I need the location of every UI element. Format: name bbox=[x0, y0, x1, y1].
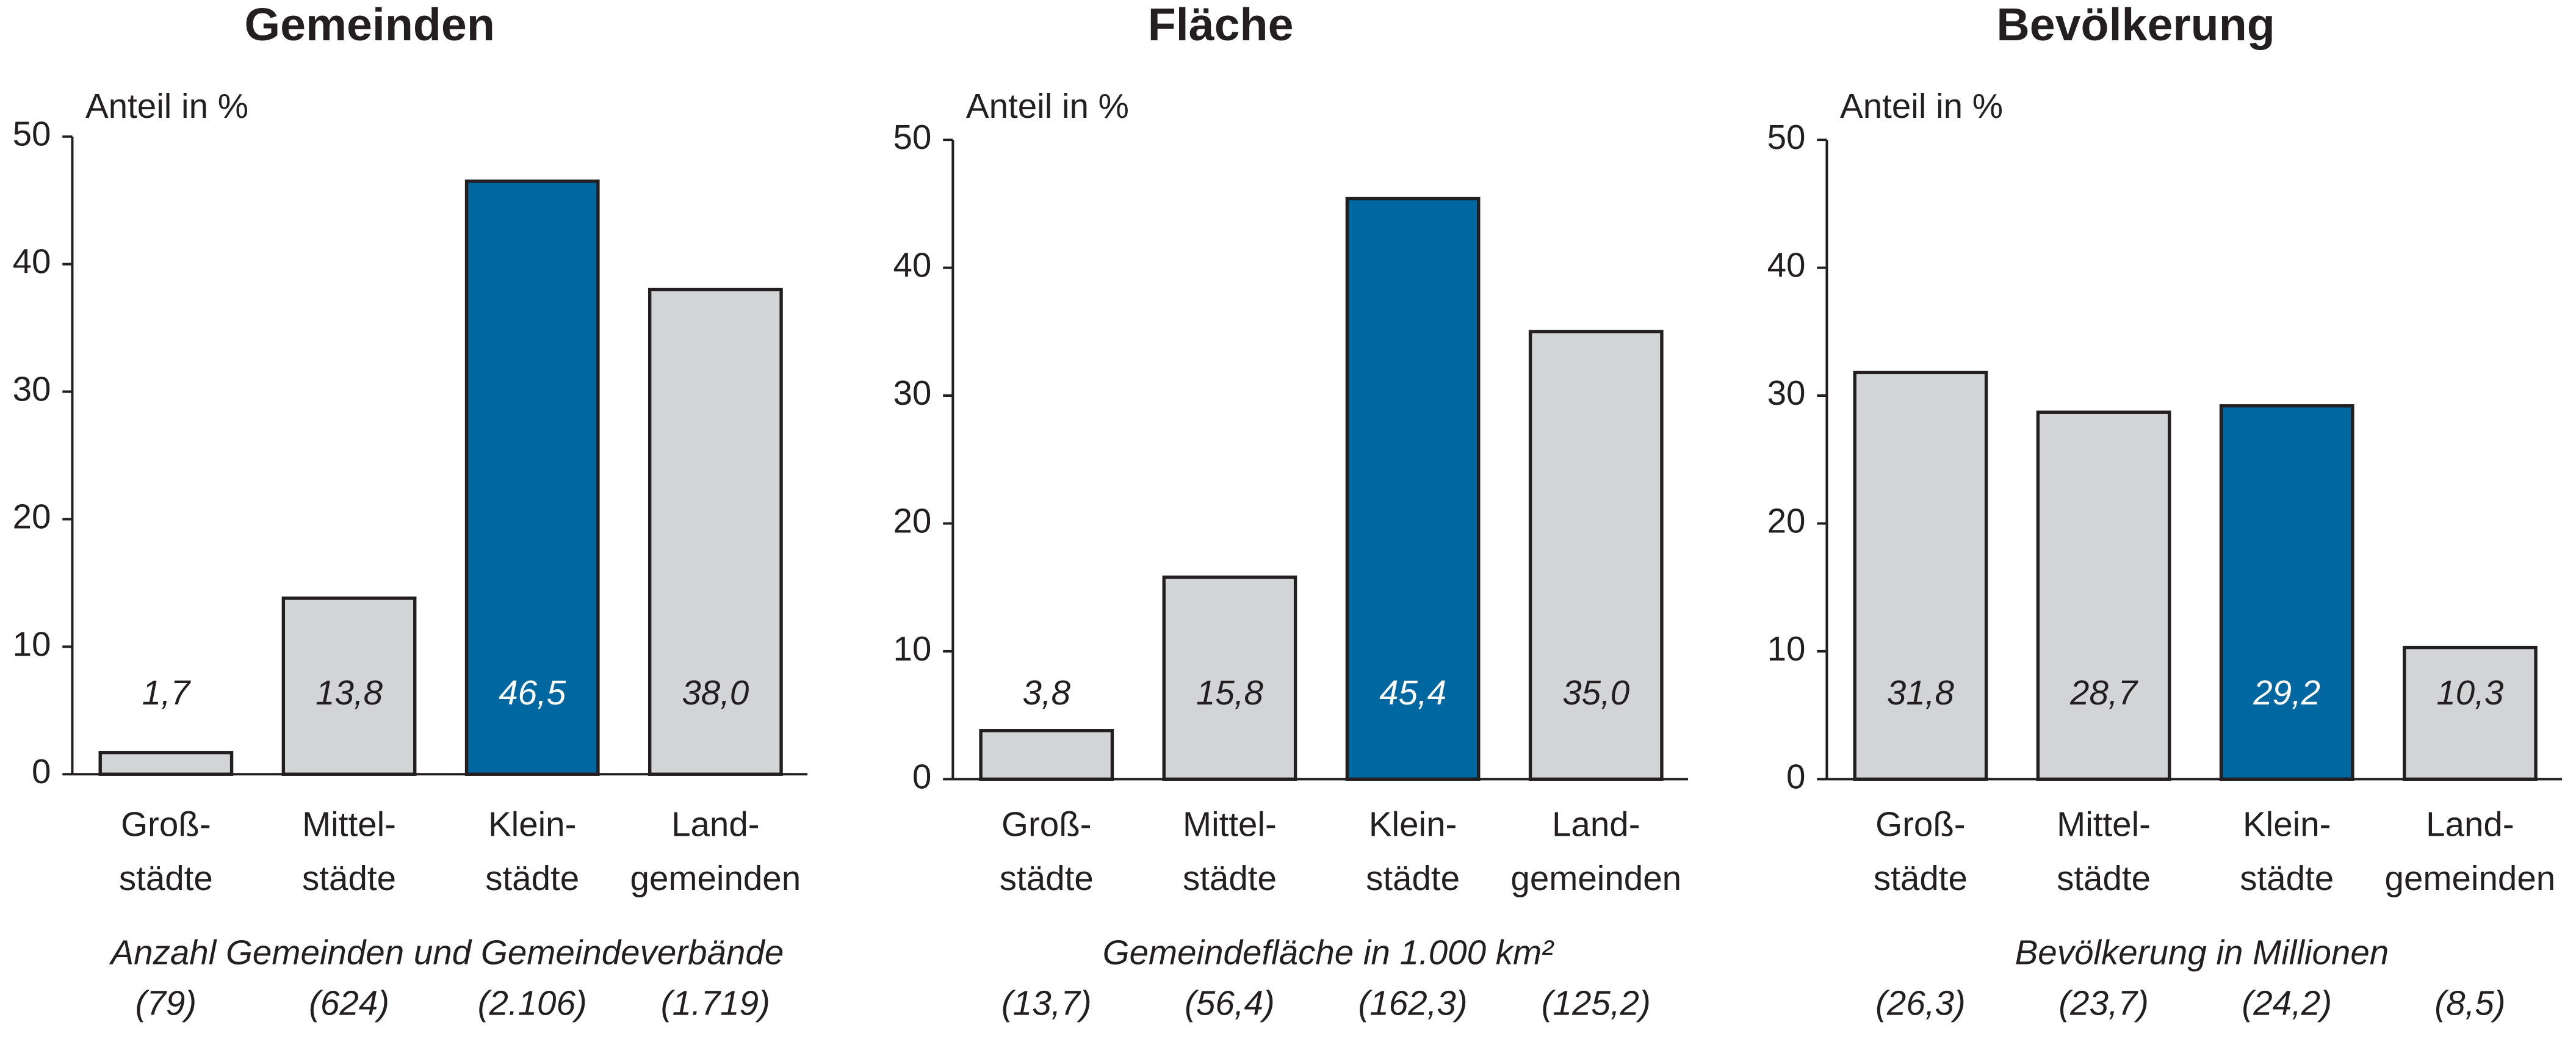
y-tick-label: 0 bbox=[32, 752, 51, 791]
y-axis-label: Anteil in % bbox=[85, 87, 248, 125]
chart-title: Bevölkerung bbox=[1996, 0, 2275, 50]
value-label: 13,8 bbox=[316, 673, 383, 712]
y-tick-label: 50 bbox=[893, 118, 931, 156]
x-tick-label: städte bbox=[1183, 859, 1277, 897]
y-tick-label: 40 bbox=[1767, 246, 1806, 284]
absolute-label: (1.719) bbox=[661, 984, 770, 1023]
y-tick-label: 40 bbox=[893, 246, 931, 284]
x-tick-label: städte bbox=[2057, 859, 2151, 897]
bar bbox=[2402, 645, 2538, 781]
bar bbox=[1528, 330, 1664, 781]
chart-title: Gemeinden bbox=[244, 0, 494, 50]
bar bbox=[979, 729, 1114, 781]
bar bbox=[2219, 404, 2354, 781]
x-tick-label: Klein- bbox=[488, 805, 577, 843]
x-tick-label: Groß- bbox=[1001, 805, 1092, 843]
value-label: 3,8 bbox=[1022, 673, 1070, 712]
y-axis-label: Anteil in % bbox=[966, 87, 1129, 125]
bar bbox=[1853, 371, 1988, 781]
absolute-label: (8,5) bbox=[2434, 984, 2505, 1023]
absolute-label: (624) bbox=[309, 984, 389, 1023]
absolute-label: (13,7) bbox=[1001, 984, 1092, 1023]
bar bbox=[2036, 410, 2171, 781]
absolute-label: (23,7) bbox=[2058, 984, 2149, 1023]
absolute-label: (24,2) bbox=[2242, 984, 2332, 1023]
x-tick-label: gemeinden bbox=[1510, 859, 1681, 897]
value-label: 29,2 bbox=[2253, 673, 2320, 712]
y-tick-label: 50 bbox=[1767, 118, 1806, 156]
bar bbox=[648, 288, 783, 776]
x-tick-label: Mittel- bbox=[302, 805, 396, 843]
bar bbox=[98, 751, 234, 776]
absolute-label: (79) bbox=[135, 984, 197, 1023]
note: Anzahl Gemeinden und Gemeindeverbände bbox=[109, 933, 784, 971]
note: Bevölkerung in Millionen bbox=[2015, 933, 2389, 971]
bar bbox=[464, 179, 600, 776]
absolute-label: (56,4) bbox=[1185, 984, 1275, 1023]
value-label: 15,8 bbox=[1196, 673, 1264, 712]
x-tick-label: städte bbox=[1000, 859, 1094, 897]
x-tick-label: gemeinden bbox=[2385, 859, 2556, 897]
absolute-label: (125,2) bbox=[1542, 984, 1651, 1023]
absolute-label: (26,3) bbox=[1875, 984, 1966, 1023]
absolute-label: (2.106) bbox=[478, 984, 587, 1023]
value-label: 45,4 bbox=[1379, 673, 1446, 712]
x-tick-label: städte bbox=[2240, 859, 2334, 897]
x-tick-label: Groß- bbox=[1875, 805, 1966, 843]
y-tick-label: 20 bbox=[893, 501, 931, 540]
x-tick-label: Klein- bbox=[2243, 805, 2331, 843]
value-label: 1,7 bbox=[142, 673, 192, 712]
x-tick-label: Land- bbox=[1552, 805, 1640, 843]
y-tick-label: 50 bbox=[13, 115, 51, 153]
y-axis-label: Anteil in % bbox=[1840, 87, 2003, 125]
x-tick-label: städte bbox=[302, 859, 396, 897]
x-tick-label: Land- bbox=[2426, 805, 2514, 843]
x-tick-label: städte bbox=[485, 859, 579, 897]
bar bbox=[1162, 575, 1297, 781]
x-tick-label: Mittel- bbox=[1183, 805, 1277, 843]
y-tick-label: 20 bbox=[1767, 501, 1806, 540]
note: Gemeindefläche in 1.000 km² bbox=[1103, 933, 1554, 971]
y-tick-label: 10 bbox=[893, 629, 931, 668]
y-tick-label: 20 bbox=[13, 497, 51, 535]
value-label: 38,0 bbox=[682, 673, 749, 712]
x-tick-label: Mittel- bbox=[2057, 805, 2151, 843]
x-tick-label: Land- bbox=[671, 805, 760, 843]
value-label: 28,7 bbox=[2069, 673, 2139, 712]
y-tick-label: 10 bbox=[1767, 629, 1806, 668]
value-label: 10,3 bbox=[2436, 673, 2503, 712]
y-tick-label: 30 bbox=[1767, 374, 1806, 412]
x-tick-label: städte bbox=[1874, 859, 1968, 897]
value-label: 35,0 bbox=[1562, 673, 1629, 712]
value-label: 31,8 bbox=[1887, 673, 1955, 712]
x-tick-label: Groß- bbox=[121, 805, 211, 843]
y-tick-label: 30 bbox=[13, 370, 51, 408]
x-tick-label: städte bbox=[119, 859, 213, 897]
y-tick-label: 30 bbox=[893, 374, 931, 412]
x-tick-label: Klein- bbox=[1369, 805, 1457, 843]
absolute-label: (162,3) bbox=[1358, 984, 1468, 1023]
chart-title: Fläche bbox=[1148, 0, 1294, 50]
y-tick-label: 40 bbox=[13, 242, 51, 281]
y-tick-label: 0 bbox=[1786, 757, 1805, 795]
x-tick-label: gemeinden bbox=[630, 859, 801, 897]
x-tick-label: städte bbox=[1366, 859, 1460, 897]
value-label: 46,5 bbox=[499, 673, 566, 712]
y-tick-label: 10 bbox=[13, 624, 51, 663]
y-tick-label: 0 bbox=[912, 757, 931, 795]
